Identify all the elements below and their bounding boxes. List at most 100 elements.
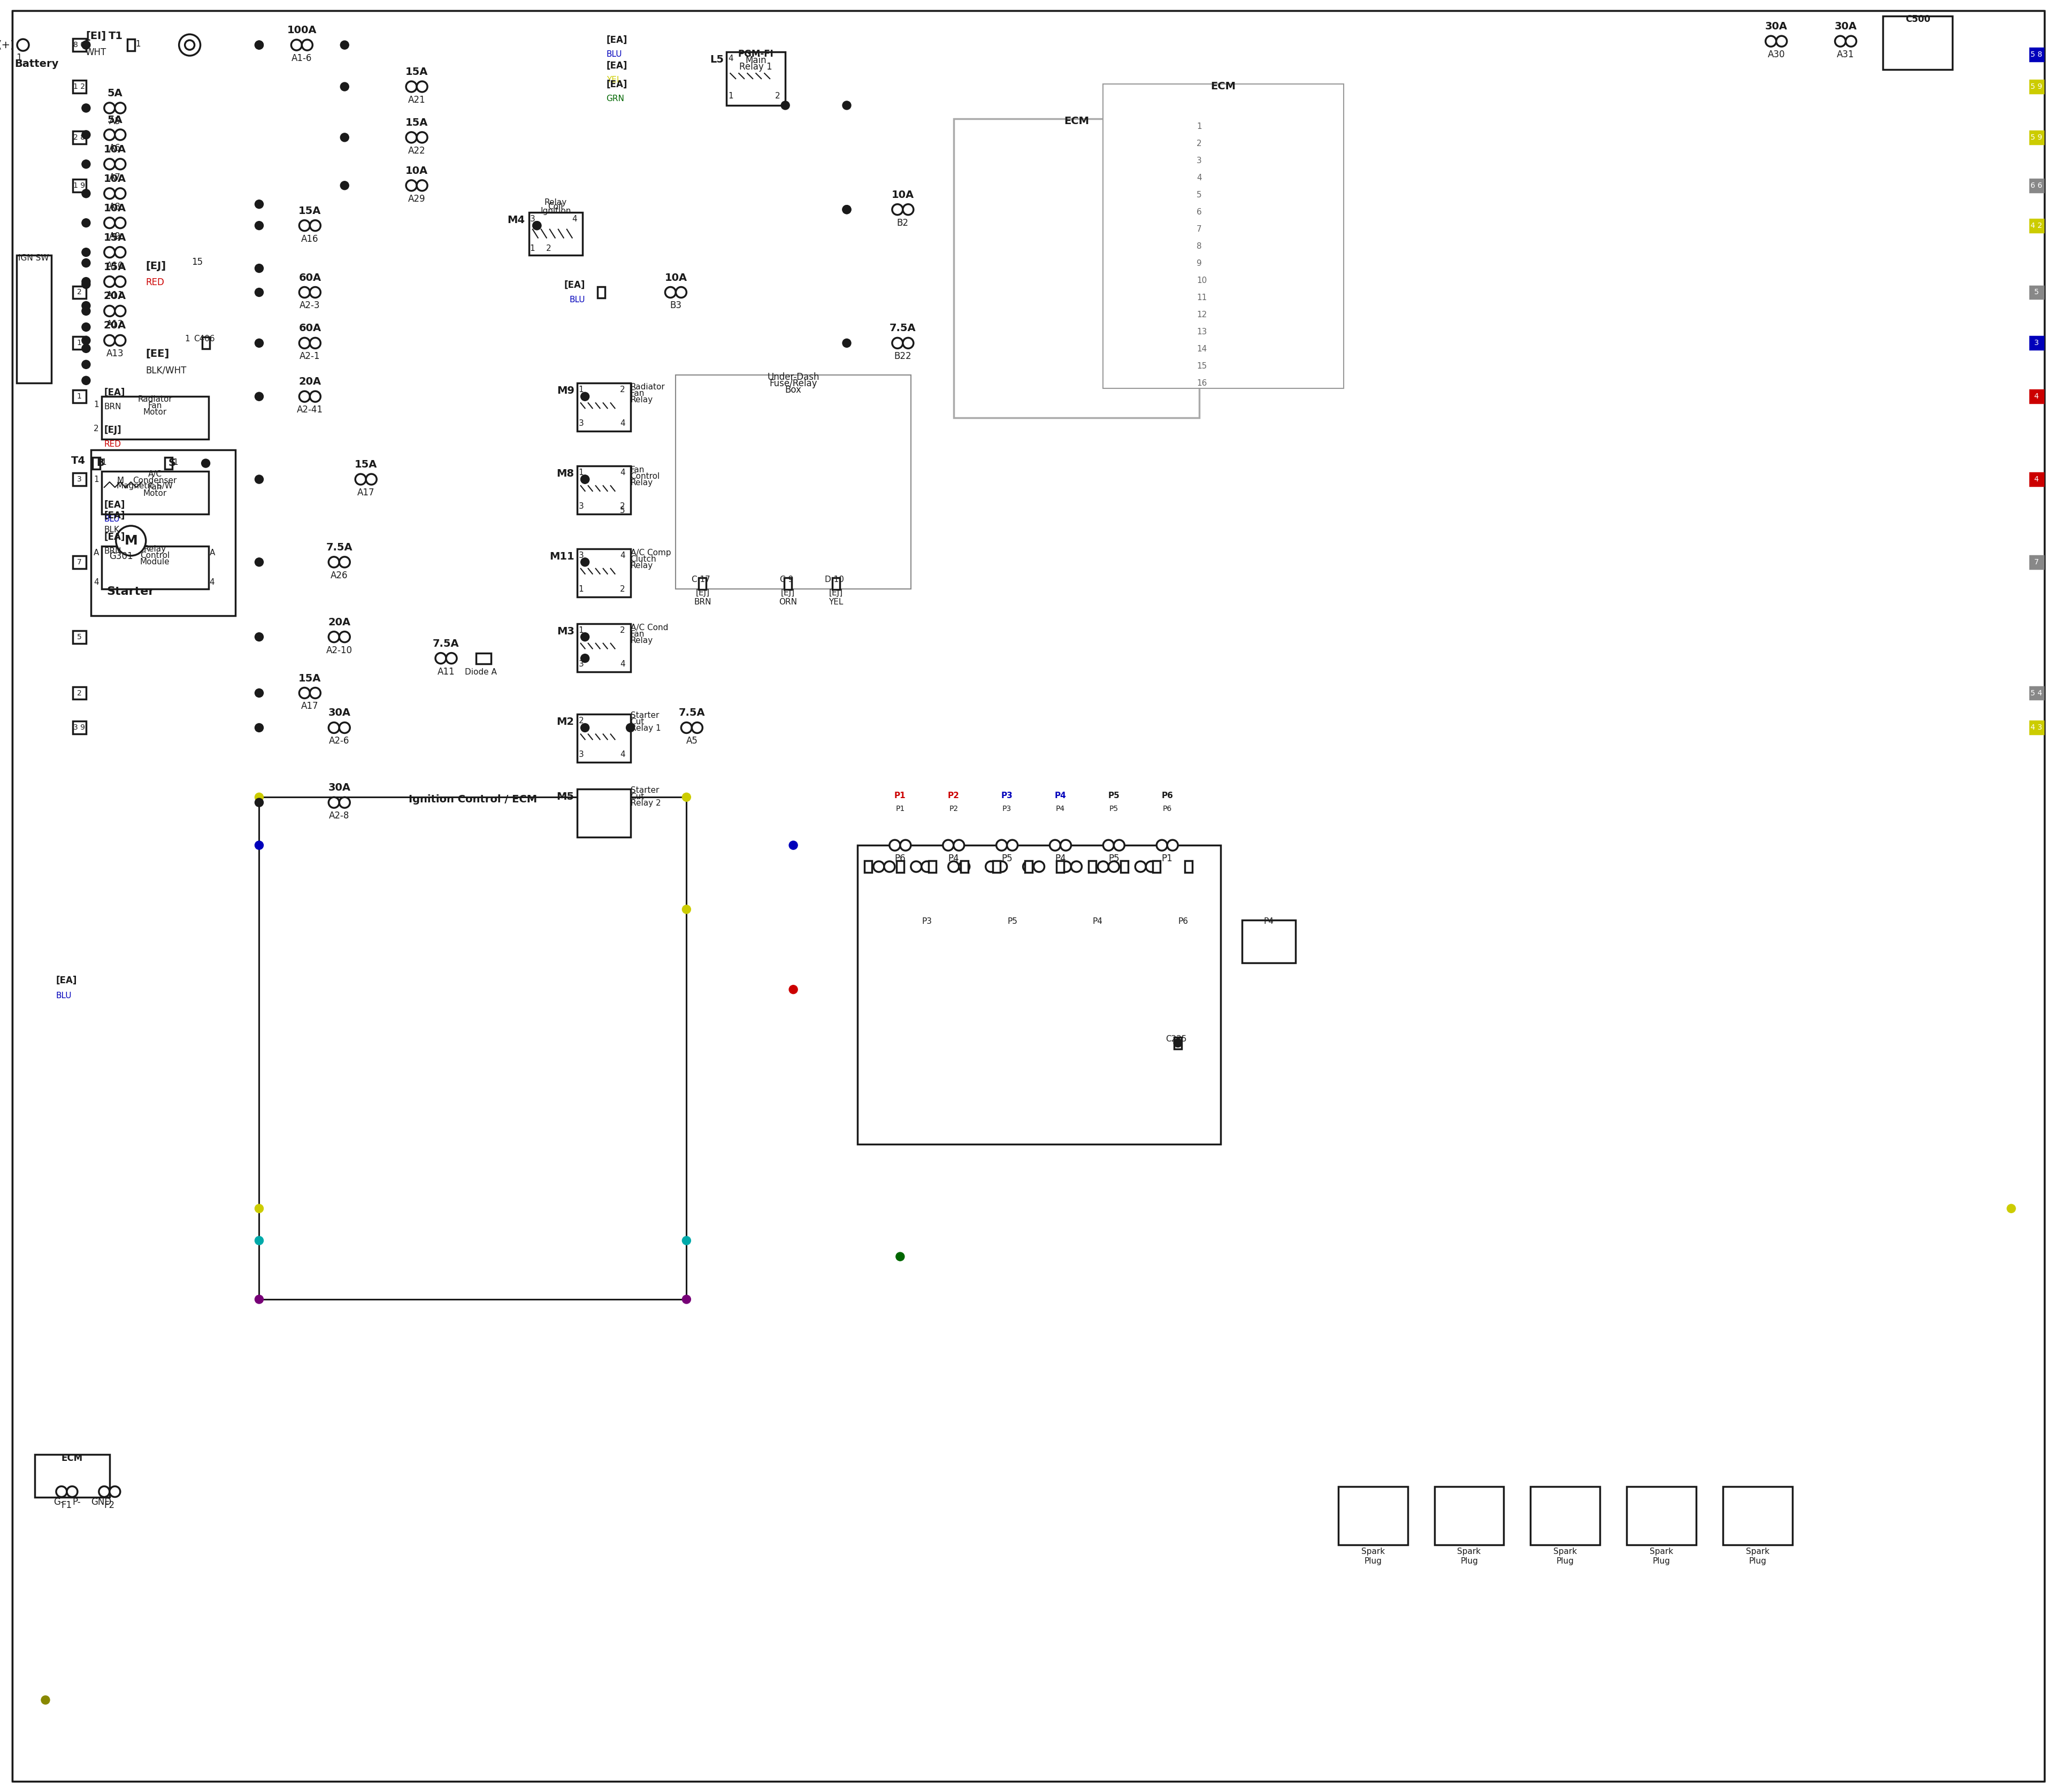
Bar	[528, 211, 583, 254]
Circle shape	[1060, 840, 1070, 851]
Text: 20A: 20A	[103, 321, 125, 332]
Bar	[72, 391, 86, 403]
Text: 12: 12	[1197, 310, 1208, 319]
Circle shape	[2007, 1204, 2015, 1213]
Text: Spark
Plug: Spark Plug	[1649, 1548, 1674, 1564]
Circle shape	[115, 247, 125, 258]
Circle shape	[665, 287, 676, 297]
Text: [EA]: [EA]	[55, 975, 78, 986]
Text: B22: B22	[893, 351, 912, 362]
Text: F1: F1	[62, 1500, 72, 1511]
Bar	[2029, 219, 2044, 231]
Circle shape	[55, 1486, 68, 1496]
Text: A29: A29	[409, 194, 425, 204]
Text: [EA]: [EA]	[105, 387, 125, 398]
Text: Cut: Cut	[631, 792, 645, 801]
Text: C 17: C 17	[692, 575, 711, 584]
Circle shape	[82, 190, 90, 197]
Text: P3: P3	[1000, 792, 1013, 799]
Text: C225: C225	[1167, 1036, 1187, 1043]
Text: P4: P4	[1054, 792, 1066, 799]
Text: Condenser: Condenser	[134, 477, 177, 484]
Text: P5: P5	[1109, 805, 1119, 814]
Text: P5: P5	[1107, 792, 1119, 799]
Text: 3 9: 3 9	[74, 724, 84, 731]
Circle shape	[255, 289, 263, 297]
Circle shape	[300, 391, 310, 401]
Text: G301: G301	[109, 552, 134, 561]
Circle shape	[302, 39, 312, 50]
Circle shape	[904, 204, 914, 215]
Circle shape	[339, 722, 349, 733]
Circle shape	[682, 905, 690, 914]
Text: Relay 1: Relay 1	[631, 724, 661, 733]
Circle shape	[310, 337, 320, 348]
Text: 4: 4	[620, 470, 624, 477]
Text: [EA]: [EA]	[606, 79, 626, 90]
Text: 60A: 60A	[298, 272, 320, 283]
Circle shape	[105, 159, 115, 170]
Text: 15A: 15A	[103, 262, 125, 272]
Text: 5A: 5A	[107, 88, 123, 99]
Text: 15: 15	[1197, 362, 1208, 371]
Circle shape	[255, 41, 263, 48]
Text: P4: P4	[949, 853, 959, 864]
Circle shape	[300, 688, 310, 699]
Circle shape	[109, 1486, 121, 1496]
Circle shape	[953, 840, 963, 851]
Text: 4: 4	[620, 552, 624, 559]
Circle shape	[1167, 840, 1177, 851]
Bar	[1627, 1486, 1697, 1545]
Bar	[2029, 473, 2044, 486]
Bar	[577, 624, 631, 672]
Circle shape	[1766, 36, 1777, 47]
Text: [EA]: [EA]	[105, 511, 125, 520]
Bar	[2029, 131, 2044, 143]
Text: C 9: C 9	[781, 575, 793, 584]
Bar	[1175, 1038, 1181, 1048]
Text: Battery: Battery	[14, 59, 58, 70]
Text: 5: 5	[1197, 192, 1202, 199]
Circle shape	[255, 263, 263, 272]
Text: A17: A17	[302, 701, 318, 711]
Text: 1: 1	[579, 584, 583, 593]
Circle shape	[16, 39, 29, 50]
Text: 2: 2	[620, 385, 624, 394]
Bar	[72, 81, 86, 93]
Circle shape	[889, 840, 900, 851]
Circle shape	[185, 39, 195, 50]
Text: ECM: ECM	[1064, 116, 1089, 125]
Text: Fan: Fan	[148, 484, 162, 491]
Text: T4: T4	[72, 455, 86, 466]
Text: 2 8: 2 8	[74, 134, 84, 142]
Text: Radiator: Radiator	[631, 383, 665, 391]
Text: 5 9: 5 9	[2031, 134, 2042, 142]
Text: A2-10: A2-10	[327, 645, 353, 656]
Bar	[259, 797, 686, 1299]
Text: 4 2: 4 2	[2031, 222, 2042, 229]
Circle shape	[255, 557, 263, 566]
Bar	[1156, 919, 1210, 962]
Circle shape	[1847, 36, 1857, 47]
Circle shape	[1050, 840, 1060, 851]
Bar	[1152, 860, 1161, 873]
Text: 3: 3	[579, 659, 583, 668]
Text: 5: 5	[2033, 289, 2040, 296]
Circle shape	[115, 159, 125, 170]
Text: [EA]: [EA]	[606, 61, 626, 70]
Text: Relay: Relay	[631, 636, 653, 645]
Circle shape	[1173, 1039, 1183, 1047]
Text: Relay 1: Relay 1	[739, 63, 772, 72]
Text: A/C Cond: A/C Cond	[631, 624, 668, 631]
Circle shape	[682, 1236, 690, 1245]
Text: Control: Control	[140, 552, 170, 559]
Text: BLU: BLU	[55, 991, 72, 1000]
Bar	[1530, 1486, 1600, 1545]
Text: P1: P1	[896, 805, 904, 814]
Bar	[577, 383, 631, 432]
Text: IGN SW: IGN SW	[18, 254, 49, 262]
Text: P4: P4	[1056, 805, 1064, 814]
Circle shape	[1006, 840, 1017, 851]
Text: Ignition: Ignition	[540, 206, 571, 215]
Circle shape	[692, 722, 702, 733]
